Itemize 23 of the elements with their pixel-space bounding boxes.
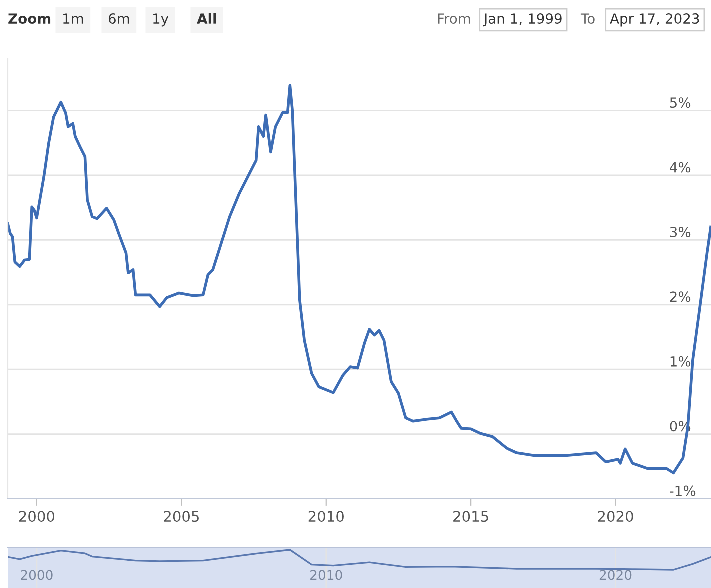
x-tick-label: 2020 [600, 570, 632, 580]
text: Apr 17, 2023 [610, 14, 700, 27]
text: 1y [154, 14, 169, 27]
y-tick-label: 5% [670, 98, 691, 108]
x-tick-label: 2000 [19, 511, 55, 522]
x-tick-label: 2005 [164, 511, 199, 522]
y-tick-label: 1% [670, 356, 691, 367]
y-tick-label: 2% [670, 292, 691, 302]
x-tick-label: 2015 [454, 511, 488, 522]
x-tick-label: 2010 [308, 511, 344, 522]
y-tick-label: 3% [670, 226, 691, 238]
text: 1m [64, 14, 84, 24]
text: All [197, 13, 216, 24]
x-tick-label: 2010 [310, 570, 342, 580]
text: From [438, 14, 470, 24]
x-tick-label: 2000 [21, 570, 53, 580]
x-tick-label: 2020 [598, 511, 634, 522]
y-tick-label: 4% [670, 162, 691, 173]
y-tick-label: -1% [670, 486, 696, 496]
text: To [580, 14, 595, 24]
text: Zoom [8, 14, 51, 24]
text: Jan 1, 1999 [483, 14, 562, 27]
text: 6m [108, 14, 130, 24]
